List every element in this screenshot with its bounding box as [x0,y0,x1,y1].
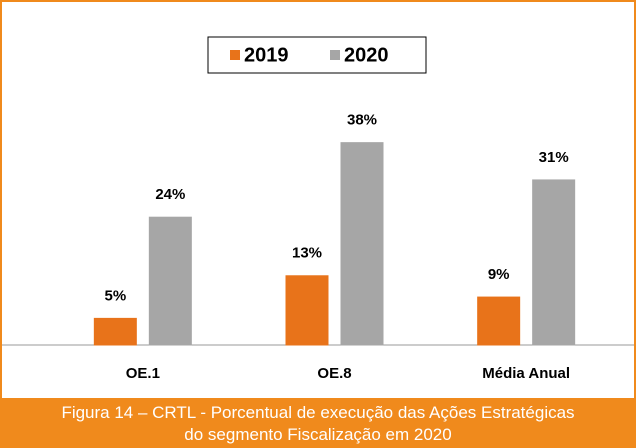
caption-line: Figura 14 – CRTL - Porcentual de execuçã… [61,403,575,422]
data-label: 13% [292,245,322,262]
data-label: 24% [155,186,185,203]
bar [532,179,576,346]
legend-swatch [330,50,340,60]
legend-box [207,36,427,74]
bar [148,216,192,346]
bar [285,275,329,346]
bar [477,296,521,346]
x-tick-label: OE.8 [317,365,351,382]
data-label: 9% [488,266,510,283]
x-tick-label: OE.1 [126,365,160,382]
x-tick-label: Média Anual [482,365,570,382]
legend-label: 2019 [244,44,289,66]
bar [93,317,137,346]
chart: 2019 2020 OE.1 5% 24% OE.8 13% 38% Média Anual 9%… [2,36,634,382]
data-label: 38% [347,112,377,129]
legend-swatch [230,50,240,60]
legend-label: 2020 [344,44,389,66]
bar [340,142,384,346]
caption-line: do segmento Fiscalização em 2020 [184,425,452,444]
data-label: 5% [104,287,126,304]
caption: Figura 14 – CRTL - Porcentual de execuçã… [2,398,634,446]
data-label: 31% [539,149,569,166]
